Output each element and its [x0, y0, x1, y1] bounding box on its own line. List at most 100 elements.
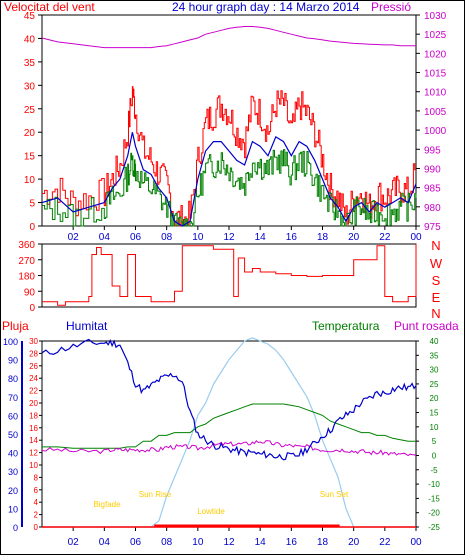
wind-x-tick-label: 14: [255, 232, 267, 243]
compass-label: N: [431, 238, 440, 253]
temperature-y-tick-label: -5: [430, 466, 438, 475]
climate-plot-area: [41, 340, 417, 528]
temperature-y-tick-label: 40: [430, 337, 439, 346]
compass-label: W: [430, 256, 443, 271]
climate-x-tick-label: 10: [192, 537, 204, 548]
pressure-y-tick-label: 1000: [424, 126, 447, 137]
humidity-y-tick-label: 60: [8, 411, 18, 421]
temperature-series: [42, 403, 416, 449]
pressure-y-tick-label: 1015: [424, 69, 447, 80]
direction-plot-area: [41, 243, 417, 308]
humidity-y-tick-label: 40: [8, 449, 18, 459]
sun-annotation: Sun Rise: [139, 490, 172, 499]
rain-y-tick-label: 10: [29, 461, 38, 470]
temperature-y-tick-label: 15: [430, 409, 439, 418]
temperature-y-tick-label: 35: [430, 351, 439, 360]
wind-x-tick-label: 08: [161, 232, 173, 243]
pressure-label: Pressió: [371, 0, 412, 14]
rain-y-tick-label: 14: [29, 436, 38, 445]
climate-x-tick-label: 06: [130, 537, 142, 548]
wind-y-tick-label: 0: [29, 222, 35, 233]
climate-x-tick-label: 08: [161, 537, 173, 548]
temperature-y-tick-label: 20: [430, 394, 439, 403]
temperature-y-tick-label: 30: [430, 366, 439, 375]
rain-y-tick-label: 22: [29, 387, 38, 396]
climate-x-tick-label: 16: [286, 537, 298, 548]
sun-annotation: Sun Set: [320, 490, 349, 499]
pressure-y-tick-label: 995: [424, 145, 441, 156]
humidity-y-tick-label: 20: [8, 486, 18, 496]
wind-x-tick-label: 22: [379, 232, 391, 243]
rain-label: Pluja: [2, 319, 29, 333]
humidity-y-tick-label: 30: [8, 467, 18, 477]
wind-average-series: [41, 132, 417, 227]
temperature-y-tick-label: -20: [428, 509, 440, 518]
humidity-y-tick-label: 100: [3, 337, 18, 347]
wind-x-tick-label: 12: [223, 232, 235, 243]
pressure-y-tick-label: 1020: [424, 49, 447, 60]
compass-label: E: [432, 290, 441, 305]
pressure-y-tick-label: 1025: [424, 30, 447, 41]
wind-y-tick-label: 5: [29, 199, 35, 210]
pressure-series: [41, 26, 416, 49]
wind-y-tick-label: 45: [24, 11, 36, 22]
dewpoint-label: Punt rosada: [394, 319, 459, 333]
wind-x-tick-label: 20: [348, 232, 360, 243]
humidity-y-tick-label: 70: [8, 393, 18, 403]
climate-x-tick-label: 18: [317, 537, 329, 548]
sun-annotation: Lowtide: [197, 507, 225, 516]
rain-y-tick-label: 8: [34, 473, 39, 482]
temperature-label: Temperatura: [312, 319, 380, 333]
rain-y-tick-label: 12: [29, 449, 38, 458]
pressure-y-tick-label: 985: [424, 184, 441, 195]
dewpoint-series: [41, 440, 417, 457]
direction-y-tick-label: 360: [18, 240, 35, 251]
humidity-y-tick-label: 80: [8, 374, 18, 384]
rain-y-tick-label: 6: [34, 486, 39, 495]
temperature-y-tick-label: -15: [428, 494, 440, 503]
climate-x-tick-label: 22: [379, 537, 391, 548]
compass-label: N: [431, 306, 440, 321]
rain-y-tick-label: 0: [34, 523, 39, 532]
direction-y-tick-label: 90: [24, 287, 36, 298]
pressure-y-tick-label: 975: [424, 222, 441, 233]
climate-x-tick-label: 20: [348, 537, 360, 548]
rain-y-tick-label: 24: [29, 374, 38, 383]
temperature-y-tick-label: 5: [432, 437, 437, 446]
pressure-y-tick-label: 1010: [424, 88, 447, 99]
direction-y-tick-label: 270: [18, 256, 35, 267]
rain-y-tick-label: 20: [29, 399, 38, 408]
humidity-series: [41, 338, 417, 461]
rain-y-tick-label: 2: [34, 511, 39, 520]
pressure-y-tick-label: 980: [424, 203, 441, 214]
rain-y-tick-label: 16: [29, 424, 38, 433]
humidity-y-tick-label: 0: [13, 523, 18, 533]
temperature-y-tick-label: 10: [430, 423, 439, 432]
humidity-y-tick-label: 10: [8, 504, 18, 514]
wind-x-tick-label: 18: [317, 232, 329, 243]
humidity-y-tick-label: 90: [8, 356, 18, 366]
rain-y-tick-label: 4: [34, 498, 39, 507]
climate-x-tick-label: 04: [99, 537, 111, 548]
climate-x-tick-label: 00: [410, 537, 422, 548]
wind-x-tick-label: 16: [286, 232, 298, 243]
wind-x-tick-label: 10: [192, 232, 204, 243]
wind-y-tick-label: 15: [24, 152, 36, 163]
rain-y-tick-label: 26: [29, 362, 38, 371]
temperature-y-tick-label: -25: [428, 523, 440, 532]
pressure-y-tick-label: 990: [424, 164, 441, 175]
wind-speed-label: Velocitat del vent: [4, 0, 95, 14]
temperature-y-tick-label: 0: [432, 451, 437, 460]
rain-y-tick-label: 28: [29, 349, 38, 358]
humidity-label: Humitat: [66, 319, 108, 333]
pressure-y-tick-label: 1005: [424, 107, 447, 118]
wind-y-tick-label: 25: [24, 105, 36, 116]
chart-title: 24 hour graph day : 14 Marzo 2014: [172, 0, 360, 14]
wind-y-tick-label: 40: [24, 34, 36, 45]
wind-y-tick-label: 20: [24, 128, 36, 139]
wind-y-tick-label: 35: [24, 58, 36, 69]
wind-direction-series: [42, 244, 417, 306]
sun-annotation: Bigfade: [93, 500, 121, 509]
direction-y-tick-label: 180: [18, 272, 35, 283]
